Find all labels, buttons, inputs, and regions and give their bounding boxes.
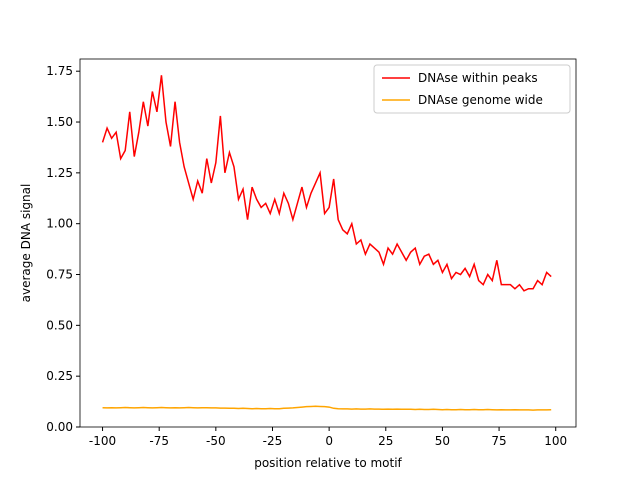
x-tick-label: 50 [435,434,450,448]
plot-frame [79,58,577,428]
data-line [102,405,552,411]
y-tick-label: 1.25 [46,166,73,180]
y-tick-label: 1.50 [46,115,73,129]
y-tick-label: 0.00 [46,420,73,434]
y-tick-label: 1.75 [46,64,73,78]
x-axis-label: position relative to motif [254,456,402,470]
y-tick-label: 0.75 [46,268,73,282]
x-tick-label: -100 [89,434,116,448]
y-tick-label: 1.00 [46,217,73,231]
legend-box [373,64,571,114]
data-line [101,75,552,292]
legend-label: DNAse within peaks [418,71,538,85]
x-tick-label: 100 [544,434,567,448]
y-axis-label: average DNA signal [19,184,33,303]
x-tick-label: -25 [263,434,283,448]
x-tick-label: -50 [206,434,226,448]
y-tick-label: 0.50 [46,318,73,332]
x-tick-label: 25 [378,434,393,448]
legend-label: DNAse genome wide [418,93,543,107]
x-tick-label: -75 [149,434,169,448]
x-tick-label: 75 [491,434,506,448]
y-tick-label: 0.25 [46,369,73,383]
x-tick-label: 0 [325,434,333,448]
